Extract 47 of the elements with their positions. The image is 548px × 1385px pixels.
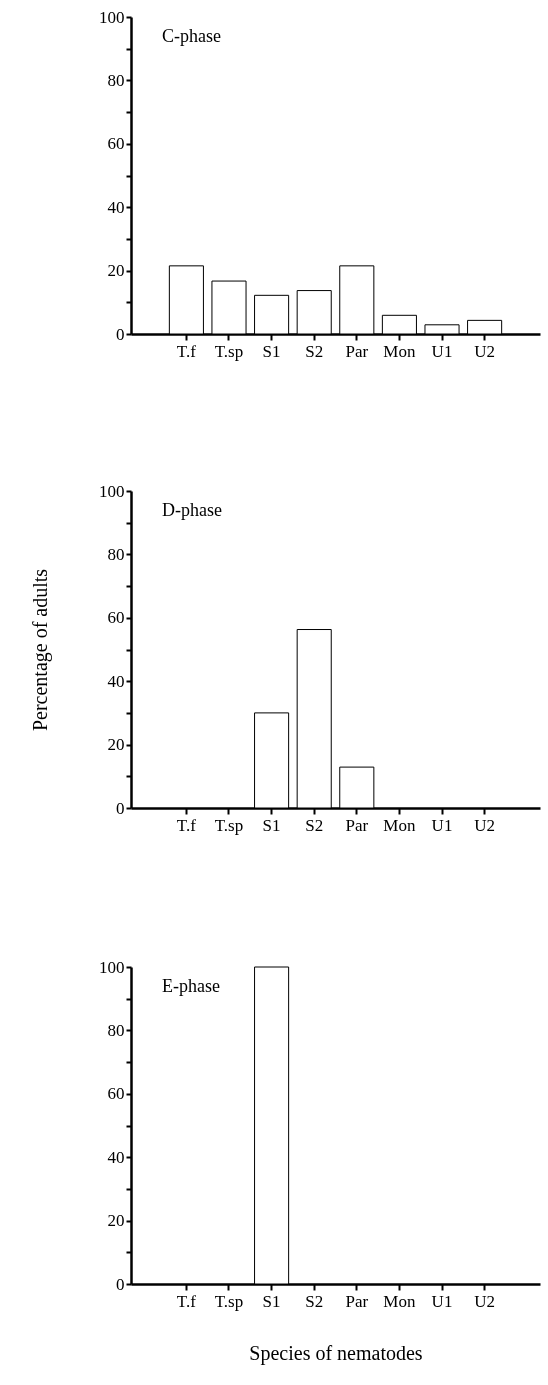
x-tick-label: T.sp bbox=[214, 815, 244, 835]
x-tick-label: T.sp bbox=[214, 341, 244, 361]
x-tick-label: S2 bbox=[305, 341, 324, 361]
y-tick-label: 100 bbox=[99, 7, 125, 27]
y-tick-label: 40 bbox=[107, 1147, 125, 1167]
annotation: E-phase bbox=[162, 976, 220, 996]
y-tick-label: 0 bbox=[116, 798, 125, 818]
x-tick-label: U2 bbox=[474, 815, 496, 835]
x-tick-label: U1 bbox=[431, 341, 453, 361]
y-tick-label: 100 bbox=[99, 481, 125, 501]
x-tick-label: T.f bbox=[176, 341, 197, 361]
y-tick-label: 60 bbox=[107, 1084, 125, 1104]
x-tick-label: T.sp bbox=[214, 1291, 244, 1311]
y-tick-label: 100 bbox=[99, 957, 125, 977]
x-tick-label: S1 bbox=[262, 341, 281, 361]
x-tick-label: U1 bbox=[431, 1291, 453, 1311]
x-tick-label: S1 bbox=[262, 1291, 281, 1311]
y-tick-label: 80 bbox=[107, 544, 125, 564]
y-tick-label: 20 bbox=[107, 735, 125, 755]
x-tick-label: U2 bbox=[474, 341, 496, 361]
y-tick-label: 40 bbox=[107, 197, 125, 217]
y-axis-title: Percentage of adults bbox=[29, 568, 52, 732]
y-tick-label: 60 bbox=[107, 134, 125, 154]
x-tick-label: U1 bbox=[431, 815, 453, 835]
x-tick-label: S2 bbox=[305, 815, 324, 835]
x-axis-title: Species of nematodes bbox=[249, 1341, 423, 1365]
x-tick-label: Mon bbox=[383, 341, 416, 361]
y-tick-label: 40 bbox=[107, 671, 125, 691]
y-tick-label: 80 bbox=[107, 1020, 125, 1040]
x-tick-label: S2 bbox=[305, 1291, 324, 1311]
x-tick-label: Par bbox=[345, 1291, 369, 1311]
x-tick-label: T.f bbox=[176, 1291, 197, 1311]
x-tick-label: U2 bbox=[474, 1291, 496, 1311]
y-tick-label: 0 bbox=[116, 1274, 125, 1294]
annotation: D-phase bbox=[162, 500, 222, 520]
y-tick-label: 20 bbox=[107, 1211, 125, 1231]
x-tick-label: S1 bbox=[262, 815, 281, 835]
y-tick-label: 0 bbox=[116, 324, 125, 344]
x-tick-label: Mon bbox=[383, 815, 416, 835]
x-tick-label: T.f bbox=[176, 815, 197, 835]
y-tick-label: 20 bbox=[107, 261, 125, 281]
y-tick-label: 60 bbox=[107, 608, 125, 628]
x-tick-label: Par bbox=[345, 815, 369, 835]
x-tick-label: Mon bbox=[383, 1291, 416, 1311]
y-tick-label: 80 bbox=[107, 70, 125, 90]
x-tick-label: Par bbox=[345, 341, 369, 361]
annotation: C-phase bbox=[162, 26, 221, 46]
